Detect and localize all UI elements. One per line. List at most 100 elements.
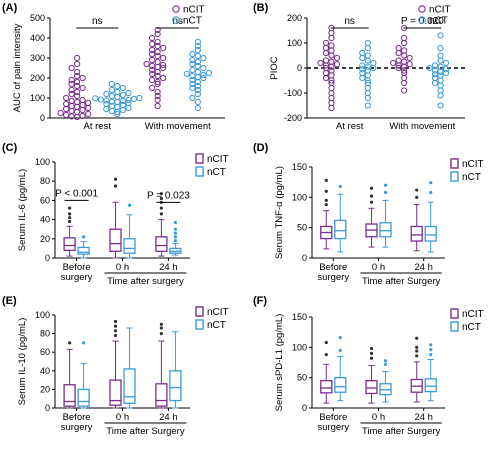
data-point xyxy=(437,92,444,99)
y-tick-label: 150 xyxy=(292,162,307,172)
data-point xyxy=(401,47,408,54)
panel-b: (B) -200 -100 0 100 200 PIOC At rest With moveme… xyxy=(253,2,465,132)
box-iqr xyxy=(424,225,437,242)
data-point xyxy=(149,46,156,54)
data-point xyxy=(68,64,75,72)
y-axis-label: PIOC xyxy=(269,56,280,79)
data-point xyxy=(114,98,121,106)
data-point xyxy=(194,82,201,90)
panel-label: (B) xyxy=(253,2,269,14)
y-tick-label: 0 xyxy=(302,403,307,413)
x-group-title: Time after Surgery xyxy=(362,276,441,287)
box-ncit xyxy=(320,340,333,404)
box-nct xyxy=(77,235,90,259)
y-tick-label: 60 xyxy=(40,347,50,357)
data-point xyxy=(74,68,81,76)
data-point xyxy=(401,58,408,65)
legend-label: nCT xyxy=(207,167,226,178)
data-point xyxy=(189,56,196,64)
data-point xyxy=(431,74,439,82)
legend-label: nCIT xyxy=(462,309,484,320)
outlier-point xyxy=(159,212,163,216)
data-point xyxy=(395,44,402,52)
data-point xyxy=(114,103,121,111)
data-point xyxy=(154,72,161,80)
x-group-label: With movement xyxy=(145,121,211,132)
x-group-label: At rest xyxy=(336,121,364,132)
panel-label: (C) xyxy=(2,142,18,154)
x-group-label: surgery xyxy=(61,422,93,433)
data-point xyxy=(154,96,161,104)
box-ncit xyxy=(155,192,168,257)
data-point xyxy=(74,92,81,100)
outlier-point xyxy=(113,329,118,333)
x-group-label: 24 h xyxy=(159,262,178,273)
data-point xyxy=(317,59,324,67)
box-iqr xyxy=(109,228,122,252)
data-point xyxy=(401,63,408,70)
legend-label: nCT xyxy=(429,16,448,27)
data-point xyxy=(364,39,371,47)
data-point xyxy=(194,52,201,60)
data-point xyxy=(437,77,444,84)
data-point xyxy=(194,62,201,70)
data-point xyxy=(103,105,110,113)
data-point xyxy=(149,56,156,64)
data-point xyxy=(426,64,433,72)
outlier-point xyxy=(415,188,419,192)
data-point xyxy=(154,58,161,66)
x-group-label: surgery xyxy=(61,272,93,283)
panel-label: (E) xyxy=(2,295,17,307)
data-point xyxy=(401,87,408,94)
data-point xyxy=(328,67,335,74)
y-tick-label: 100 xyxy=(30,93,45,103)
outlier-point xyxy=(127,203,132,207)
y-tick-label: 300 xyxy=(30,53,45,63)
x-group-title: Time after surgery xyxy=(107,276,184,287)
y-tick-label: 100 xyxy=(35,157,50,167)
data-point xyxy=(183,70,190,78)
box-iqr xyxy=(123,368,136,405)
y-tick-label: 0 xyxy=(45,403,50,413)
data-point xyxy=(154,78,161,86)
outlier-point xyxy=(68,341,72,345)
data-point xyxy=(57,109,64,117)
legend-marker xyxy=(418,5,426,13)
data-point xyxy=(154,63,161,71)
outlier-point xyxy=(369,356,374,360)
data-point xyxy=(114,82,121,90)
y-tick-label: 100 xyxy=(35,310,50,320)
box-nct xyxy=(123,203,136,259)
data-point xyxy=(108,107,115,115)
data-point xyxy=(154,102,161,110)
panel-c: (C) 0 20 40 60 80 100 Serum IL-6 (pg/mL) Befores… xyxy=(2,142,229,287)
data-point xyxy=(74,98,81,106)
data-point xyxy=(437,52,444,59)
y-axis-label: Serum IL-10 (pg/mL) xyxy=(17,318,28,406)
box-iqr xyxy=(63,237,76,251)
data-point xyxy=(160,44,167,52)
data-point xyxy=(114,93,121,101)
x-group-label: 0 h xyxy=(116,262,129,273)
data-point xyxy=(149,70,156,78)
data-point xyxy=(322,74,330,82)
data-point xyxy=(328,47,335,54)
data-point xyxy=(194,42,201,50)
data-point xyxy=(74,88,81,96)
outlier-point xyxy=(68,219,72,224)
data-point xyxy=(79,74,86,82)
legend-label: nCIT xyxy=(207,154,229,165)
outlier-point xyxy=(68,212,72,216)
legend-marker xyxy=(195,319,204,330)
x-group-label: 24 h xyxy=(159,412,178,423)
data-point xyxy=(125,104,132,112)
x-group-label: Before xyxy=(63,412,91,423)
box-iqr xyxy=(410,225,423,242)
data-point xyxy=(364,67,371,74)
legend-marker xyxy=(195,166,204,177)
y-tick-label: 20 xyxy=(40,384,50,394)
box-ncit xyxy=(320,178,333,250)
legend-marker xyxy=(172,16,180,24)
box-iqr xyxy=(320,380,333,394)
outlier-point xyxy=(324,353,328,357)
